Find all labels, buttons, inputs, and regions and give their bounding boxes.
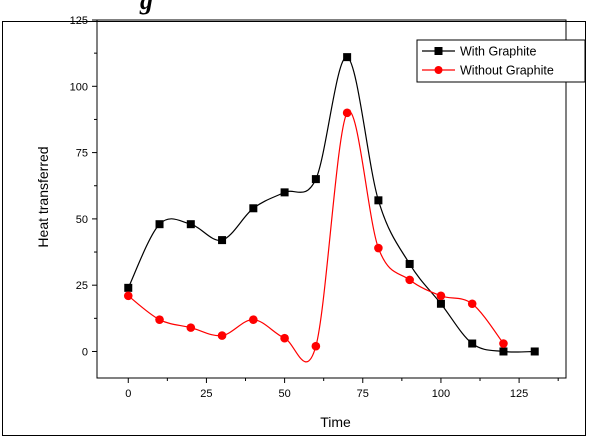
data-point-circle <box>123 291 133 301</box>
data-point-square <box>280 188 289 197</box>
data-point-square <box>249 204 258 213</box>
data-point-circle <box>342 108 352 118</box>
data-point-circle <box>217 331 227 340</box>
x-tick-label: 75 <box>357 388 369 400</box>
data-point-circle <box>374 243 383 253</box>
x-tick-label: 50 <box>278 388 290 400</box>
data-point-square <box>311 175 320 184</box>
data-point-square <box>343 53 352 62</box>
series-without-graphite <box>123 108 508 363</box>
y-tick-label: 100 <box>70 81 88 93</box>
y-tick-label: 25 <box>76 280 88 292</box>
y-tick-label: 50 <box>76 214 88 226</box>
data-point-circle <box>155 315 164 324</box>
data-point-square <box>155 220 164 229</box>
partial-caption: g <box>0 0 590 20</box>
caption-text: g <box>140 0 153 15</box>
data-point-circle <box>405 275 414 285</box>
data-point-square <box>374 196 383 205</box>
y-axis-title: Heat transferred <box>35 146 51 247</box>
data-point-square <box>186 220 195 229</box>
legend-label: Without Graphite <box>460 64 554 78</box>
series-layer <box>123 53 539 363</box>
x-tick-label: 25 <box>200 388 212 400</box>
y-axis-ticks: 0 25 50 75 100 125 <box>70 15 97 358</box>
y-tick-label: 75 <box>76 148 88 160</box>
series-line <box>127 110 504 363</box>
data-point-circle <box>280 333 289 343</box>
legend: With Graphite Without Graphite <box>416 39 586 83</box>
y-tick-label: 125 <box>70 15 88 27</box>
data-point-square <box>530 347 539 356</box>
legend-marker-circle <box>434 66 443 74</box>
legend-item: Without Graphite <box>422 64 554 78</box>
legend-box <box>416 39 586 83</box>
series-with-graphite <box>124 53 539 356</box>
data-point-square <box>124 283 133 292</box>
axes <box>96 19 567 379</box>
legend-item: With Graphite <box>422 45 536 59</box>
x-tick-label: 125 <box>510 388 528 400</box>
data-point-circle <box>467 299 477 309</box>
legend-marker-square <box>434 47 443 55</box>
data-point-circle <box>311 341 321 351</box>
y-tick-label: 0 <box>82 346 88 358</box>
data-point-square <box>218 236 227 245</box>
data-point-circle <box>436 291 446 301</box>
figure-frame <box>2 21 586 436</box>
data-point-circle <box>186 323 196 332</box>
data-point-circle <box>249 315 258 324</box>
series-line <box>127 56 535 353</box>
data-point-circle <box>499 339 508 348</box>
data-point-square <box>499 347 508 356</box>
x-tick-label: 0 <box>125 388 131 400</box>
x-axis-title: Time <box>320 414 351 430</box>
plot-area <box>96 19 567 379</box>
x-tick-label: 100 <box>432 388 450 400</box>
legend-label: With Graphite <box>460 45 536 59</box>
data-point-square <box>436 299 445 308</box>
data-point-square <box>405 259 414 268</box>
data-point-square <box>468 339 477 348</box>
x-axis-ticks: 0 25 50 75 100 125 <box>125 378 559 400</box>
